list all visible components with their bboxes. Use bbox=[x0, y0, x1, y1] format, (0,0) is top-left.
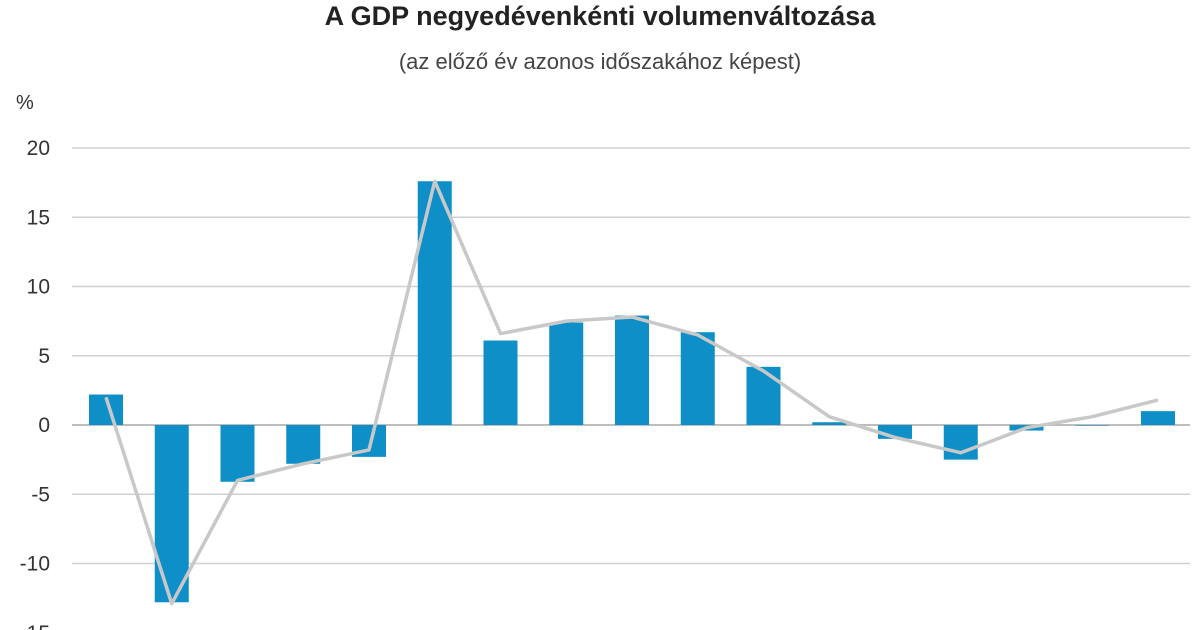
y-tick-label: -15 bbox=[20, 622, 50, 630]
bar-11 bbox=[746, 366, 781, 425]
line-series bbox=[104, 179, 1159, 606]
bar-9 bbox=[615, 315, 649, 425]
trend-line bbox=[104, 179, 1159, 606]
y-tick-label: -10 bbox=[20, 553, 50, 576]
y-tick-label: 0 bbox=[38, 414, 50, 437]
bar-2 bbox=[154, 425, 189, 603]
y-tick-labels: 20 15 10 5 0 -5 -10 -15 bbox=[20, 137, 50, 630]
bar-7 bbox=[483, 340, 518, 425]
y-tick-label: 15 bbox=[27, 206, 50, 229]
bar-17 bbox=[1141, 411, 1175, 425]
y-axis-unit-label: % bbox=[16, 92, 34, 114]
bar-8 bbox=[549, 322, 584, 425]
bar-4 bbox=[286, 425, 321, 464]
chart-title: A GDP negyedévenkénti volumenváltozása bbox=[324, 1, 876, 31]
y-tick-label: 10 bbox=[27, 276, 50, 299]
bar-16 bbox=[1075, 425, 1110, 426]
bar-10 bbox=[680, 332, 715, 425]
y-tick-label: 20 bbox=[27, 137, 50, 160]
bar-3 bbox=[220, 425, 255, 482]
y-tick-label: 5 bbox=[38, 345, 50, 368]
bar-series bbox=[89, 181, 1175, 603]
y-tick-label: -5 bbox=[31, 483, 50, 506]
bar-12 bbox=[812, 422, 847, 425]
bar-6 bbox=[417, 181, 452, 425]
chart-subtitle: (az előző év azonos időszakához képest) bbox=[398, 49, 802, 74]
